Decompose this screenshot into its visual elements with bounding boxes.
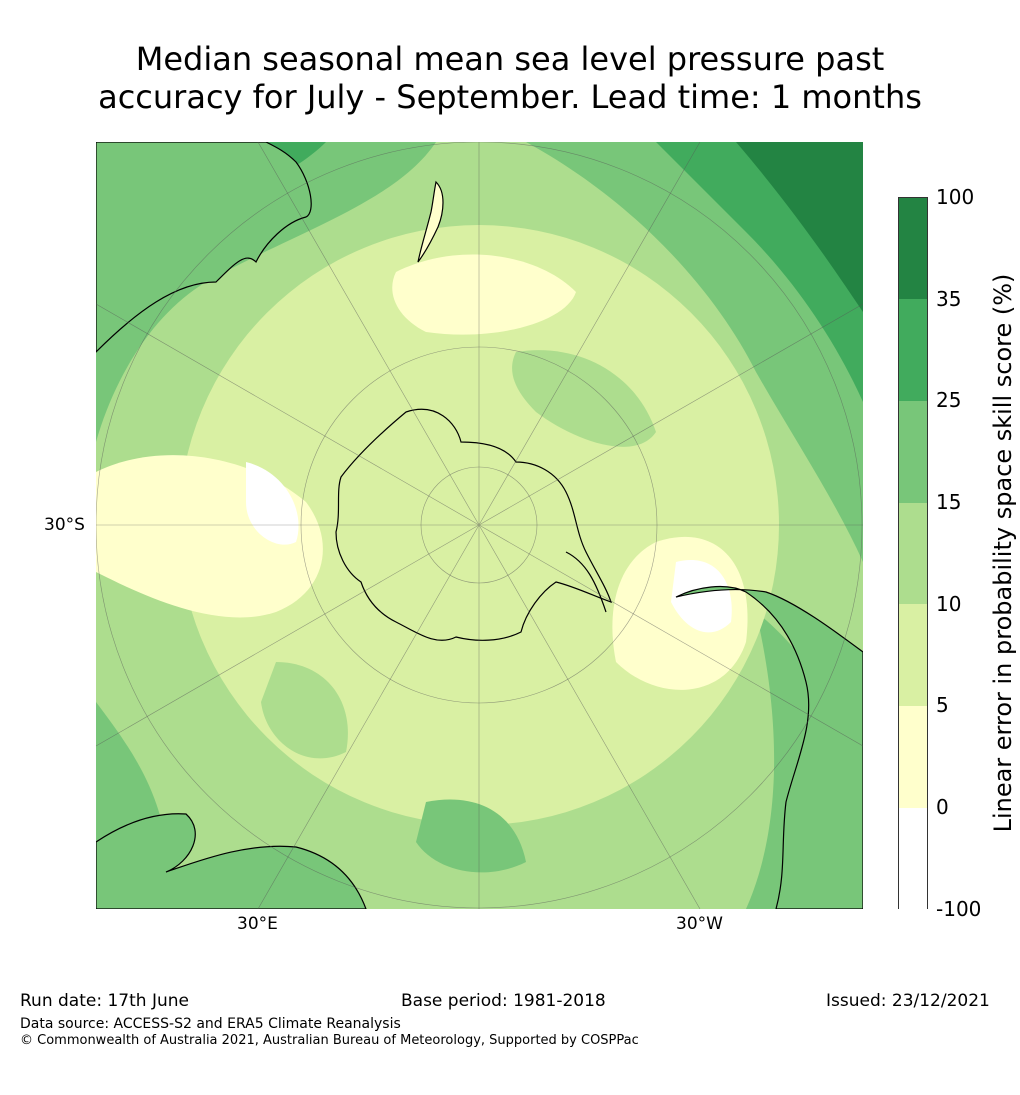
colorbar-tick-35: 35	[936, 287, 962, 311]
colorbar-tick-5: 5	[936, 693, 949, 717]
low-skill-region-north	[392, 254, 576, 335]
lon-label-30e: 30°E	[237, 914, 278, 934]
title-line-2: accuracy for July - September. Lead time…	[98, 78, 922, 116]
mid-skill-region-south	[261, 662, 348, 759]
data-source: Data source: ACCESS-S2 and ERA5 Climate …	[20, 1016, 401, 1032]
australia-coastline	[96, 142, 312, 353]
base-period: Base period: 1981-2018	[401, 991, 606, 1011]
new-zealand-coastline	[417, 180, 444, 263]
colorbar-seg-35-100	[899, 198, 927, 299]
colorbar-seg-0-5	[899, 706, 927, 808]
neg-skill-region-east	[671, 560, 732, 633]
run-date: Run date: 17th June	[20, 991, 189, 1011]
colorbar-seg-5-10	[899, 604, 927, 706]
neg-skill-region-west	[246, 462, 299, 545]
skill-region-south	[416, 799, 526, 873]
colorbar-seg-25-35	[899, 299, 927, 401]
colorbar-tick-0: 0	[936, 795, 949, 819]
lon-label-30w: 30°W	[676, 914, 723, 934]
polar-map	[96, 142, 863, 909]
lat-label-30s: 30°S	[44, 515, 85, 535]
title-line-1: Median seasonal mean sea level pressure …	[135, 40, 885, 78]
colorbar-tick-15: 15	[936, 490, 962, 514]
colorbar-title: Linear error in probability space skill …	[989, 273, 1017, 833]
chart-title: Median seasonal mean sea level pressure …	[0, 40, 1020, 116]
colorbar-seg-10-15	[899, 503, 927, 604]
colorbar-tick-25: 25	[936, 388, 962, 412]
colorbar	[898, 197, 928, 910]
antarctic-peninsula	[565, 551, 607, 613]
longitude-lines	[96, 142, 863, 909]
colorbar-tick-100: 100	[936, 185, 975, 209]
skill-region-ne-max	[736, 142, 863, 312]
colorbar-tick-10: 10	[936, 592, 962, 616]
copyright-notice: © Commonwealth of Australia 2021, Austra…	[20, 1033, 639, 1048]
issued-date: Issued: 23/12/2021	[826, 991, 990, 1011]
mid-skill-region-north	[512, 350, 656, 447]
africa-coastline	[96, 813, 367, 909]
colorbar-tick-neg100: -100	[936, 897, 982, 921]
colorbar-seg-neg100-0	[899, 808, 927, 910]
colorbar-seg-15-25	[899, 401, 927, 503]
south-america-coastline	[675, 586, 863, 909]
map-svg	[96, 142, 863, 909]
